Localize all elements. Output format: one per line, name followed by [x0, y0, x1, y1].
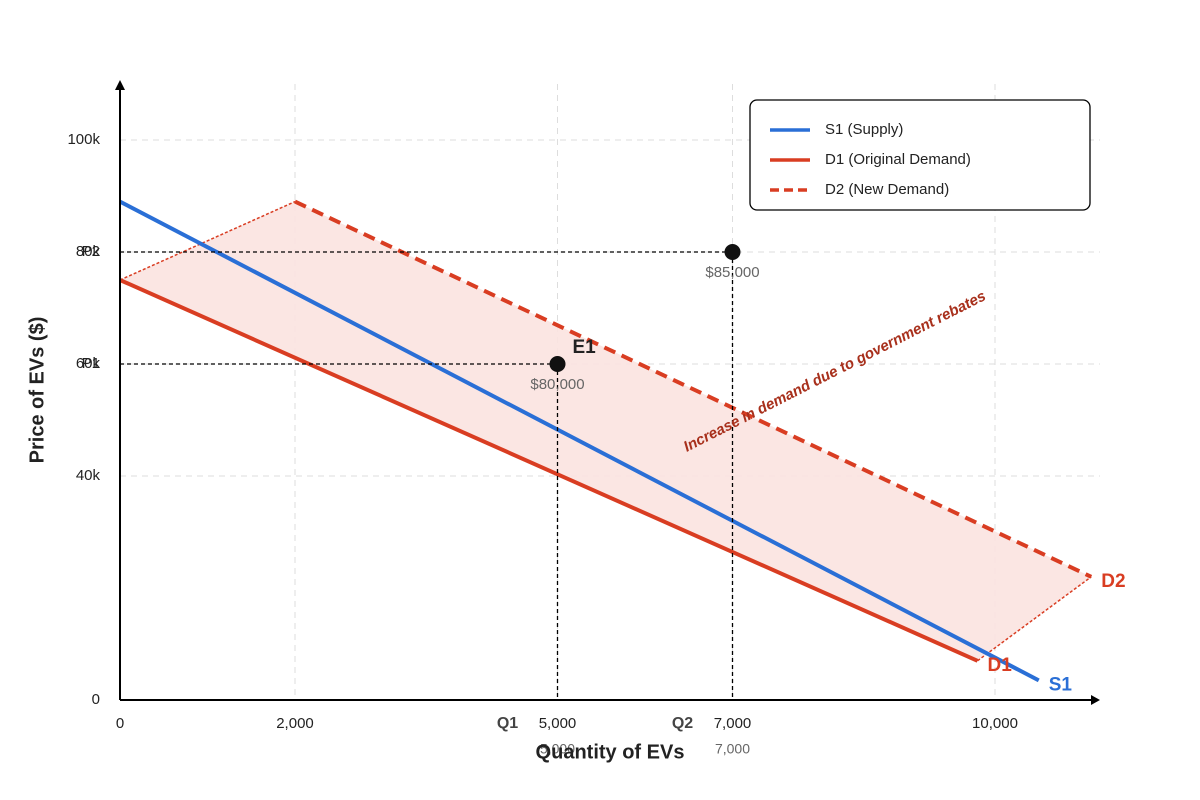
price-name: P1 [82, 355, 100, 372]
y-tick-label: 40k [76, 467, 101, 484]
x-tick-label: 10,000 [972, 715, 1018, 732]
x-tick-label: 5,000 [539, 715, 577, 732]
quantity-label: 5,000 [540, 741, 575, 757]
series-end-label: S1 [1049, 674, 1073, 695]
x-tick-label: 7,000 [714, 715, 752, 732]
series-line [294, 199, 1093, 579]
y-axis-title: Price of EVs ($) [26, 317, 48, 464]
legend-box [749, 99, 1091, 211]
shade [120, 201, 1092, 661]
x-axis-title: Quantity of EVs [536, 741, 685, 763]
x-tick-label: 0 [116, 715, 124, 732]
y-tick-label: 100k [67, 131, 100, 148]
series-end-label: D2 [1101, 571, 1125, 592]
series-line [119, 278, 979, 663]
y-axis-arrow [115, 80, 125, 90]
x-axis-arrow [1091, 695, 1100, 705]
price-label: $80,000 [530, 376, 584, 393]
x-tick-label: 2,000 [276, 715, 314, 732]
series-line [119, 199, 1040, 683]
price-label: $85,000 [705, 264, 759, 281]
legend: S1 (Supply) D1 (Original Demand) D2 (New D… [749, 99, 1091, 211]
y-tick-label: 60k [76, 355, 101, 372]
quantity-name: Q2 [672, 715, 693, 732]
legend-label: S1 (Supply) [825, 121, 903, 138]
top-layer: S1 D1 D2 E1 $80,000 Q1 5,000 P1 $85,000 Q2 7,000 P2 [82, 243, 1126, 757]
shade-edge [119, 200, 296, 281]
point-label: E1 [573, 337, 597, 358]
legend-label: D2 (New Demand) [825, 181, 949, 198]
equilibrium-point [724, 244, 741, 260]
equilibrium-point [549, 356, 566, 372]
quantity-name: Q1 [497, 715, 518, 732]
series-end-label: D1 [988, 655, 1013, 676]
lines-layer [119, 199, 1093, 683]
y-tick-label: 80k [76, 243, 101, 260]
shade-layer [119, 200, 1092, 662]
quantity-label: 7,000 [715, 741, 750, 757]
annotation: Increase in demand due to government reb… [681, 288, 989, 456]
legend-label: D1 (Original Demand) [825, 151, 971, 168]
price-name: P2 [82, 243, 100, 260]
y-tick-label: 0 [92, 691, 100, 708]
shade-edge [977, 576, 1092, 662]
